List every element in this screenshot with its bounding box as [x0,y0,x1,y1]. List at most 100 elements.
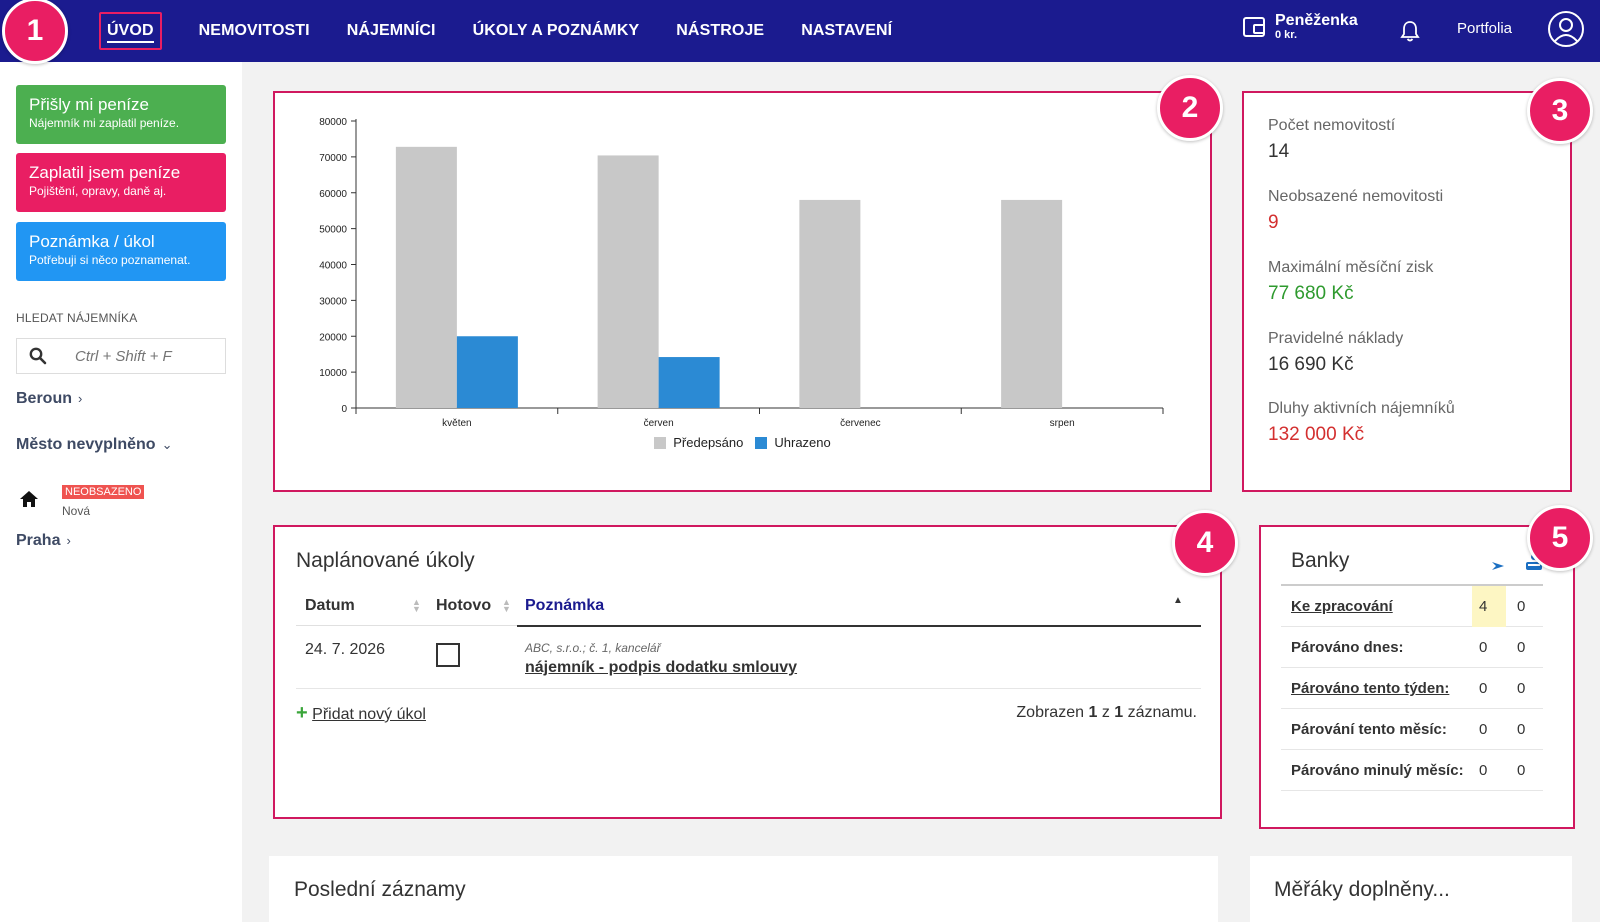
user-account-icon[interactable] [1547,10,1585,48]
callout-badge-5: 5 [1527,505,1593,571]
card-title: Měřáky doplněny... [1274,878,1450,901]
top-navbar: ÚVOD NEMOVITOSTI NÁJEMNÍCI ÚKOLY A POZNÁ… [0,0,1600,62]
stat-label: Dluhy aktivních nájemníků [1268,400,1455,417]
y-tick-label: 0 [341,404,347,415]
nav-item-nastroje[interactable]: NÁSTROJE [676,22,765,39]
table-row: 24. 7. 2026 ABC, s.r.o.; č. 1, kancelář … [296,627,1201,689]
bank-row-paired-month: Párování tento měsíc: 0 0 [1281,709,1543,750]
callout-badge-1: 1 [2,0,68,64]
column-header-note[interactable]: Poznámka [525,597,605,614]
bank-row-paired-last-month: Párováno minulý měsíc: 0 0 [1281,750,1543,791]
header-divider [517,625,1201,627]
callout-badge-2: 2 [1157,75,1223,141]
bank-row-label-link[interactable]: Ke zpracování [1291,598,1393,615]
search-label: HLEDAT NÁJEMNÍKA [16,311,138,325]
header-divider [296,625,517,626]
bank-value-1: 0 [1479,762,1488,779]
stat-max-monthly-profit: Maximální měsíční zisk 77 680 Kč [1268,259,1433,305]
chevron-right-icon: › [78,391,83,406]
legend-item-predepsano[interactable]: Předepsáno [654,435,743,450]
home-icon [20,491,38,507]
legend-swatch [755,436,768,449]
portfolia-link[interactable]: Portfolia [1457,20,1513,37]
y-tick-label: 30000 [319,296,347,307]
stat-vacant-properties: Neobsazené nemovitosti 9 [1268,188,1443,234]
stat-tenant-debts: Dluhy aktivních nájemníků 132 000 Kč [1268,400,1455,446]
task-date: 24. 7. 2026 [305,641,386,658]
city-unfilled[interactable]: Město nevyplněno ⌄ [16,436,172,454]
sidebar: Přišly mi peníze Nájemník mi zaplatil pe… [0,62,242,922]
task-done-checkbox[interactable] [436,643,460,667]
nav-item-ukoly[interactable]: ÚKOLY A POZNÁMKY [472,22,640,39]
search-icon [29,347,47,365]
button-subtitle: Potřebuji si něco poznamenat. [29,253,191,267]
task-note-link[interactable]: nájemník - podpis dodatku smlouvy [525,659,798,676]
nav-item-uvod[interactable]: ÚVOD [99,12,162,50]
bank-value-1: 4 [1479,598,1488,615]
stat-value: 132 000 Kč [1268,424,1365,445]
highlight-cell [1472,586,1506,627]
city-praha[interactable]: Praha › [16,532,71,550]
tenant-search [16,338,226,374]
card-title: Banky [1291,549,1350,572]
bell-icon[interactable] [1400,20,1420,42]
bar-predepsano [395,146,457,408]
search-input[interactable] [75,347,225,365]
column-header-done[interactable]: Hotovo [436,597,492,614]
sort-icon[interactable]: ▲ ▼ [502,597,511,614]
footer-from: 1 [1088,704,1098,721]
city-beroun[interactable]: Beroun › [16,390,82,408]
bank-row-paired-today: Párováno dnes: 0 0 [1281,627,1543,668]
payments-chart-card: 0 10000 20000 30000 40000 50000 60000 70000 8000… [273,91,1212,492]
card-title: Poslední záznamy [294,878,466,901]
note-task-button[interactable]: Poznámka / úkol Potřebuji si něco poznam… [16,222,226,281]
property-item[interactable]: NEOBSAZENO Nová [19,482,145,518]
main-menu: ÚVOD NEMOVITOSTI NÁJEMNÍCI ÚKOLY A POZNÁ… [99,0,929,62]
bank-value-1: 0 [1479,639,1488,656]
table-footer-info: Zobrazen 1 z 1 záznamu. [1016,704,1197,722]
bank-value-2: 0 [1517,598,1526,615]
y-tick-label: 40000 [319,261,347,272]
wallet-button[interactable]: Peněženka 0 kr. [1243,12,1358,41]
x-tick-label: květen [442,418,471,429]
stat-value: 9 [1268,212,1279,233]
payments-bar-chart: 0 10000 20000 30000 40000 50000 60000 70000 8000… [319,117,1164,429]
x-tick-label: červen [644,418,674,429]
money-received-button[interactable]: Přišly mi peníze Nájemník mi zaplatil pe… [16,85,226,144]
stat-value: 14 [1268,141,1290,162]
legend-label: Předepsáno [673,435,744,450]
y-tick-label: 60000 [319,189,347,200]
column-header-date[interactable]: Datum [305,597,355,614]
sort-icon[interactable]: ▲ ▼ [412,597,421,614]
y-tick-label: 50000 [319,225,347,236]
plus-icon: + [296,702,308,724]
add-task-link[interactable]: + Přidat nový úkol [296,702,426,725]
header-divider [1281,584,1543,586]
stat-property-count: Počet nemovitostí 14 [1268,117,1395,163]
task-meta: ABC, s.r.o.; č. 1, kancelář [525,641,661,655]
y-tick-label: 20000 [319,332,347,343]
wallet-icon [1243,16,1265,37]
button-subtitle: Nájemník mi zaplatil peníze. [29,116,180,130]
bank-value-2: 0 [1517,762,1526,779]
legend-item-uhrazeno[interactable]: Uhrazeno [755,435,831,450]
bank-fio-icon [1492,562,1504,570]
bank-row-label-link[interactable]: Párováno tento týden: [1291,680,1450,697]
property-name: Nová [62,504,91,518]
nav-item-nastaveni[interactable]: NASTAVENÍ [801,22,893,39]
legend-label: Uhrazeno [774,435,831,450]
sort-ascending-icon[interactable]: ▲ [1173,595,1183,606]
bar-predepsano [799,199,861,408]
banks-card: Banky Ke zpracování 4 0 Párováno dnes: 0… [1259,525,1575,829]
nav-item-nemovitosti[interactable]: NEMOVITOSTI [198,22,310,39]
add-task-label: Přidat nový úkol [312,706,426,723]
y-tick-label: 70000 [319,153,347,164]
bank-row-label: Párováno minulý měsíc: [1291,762,1464,779]
money-paid-button[interactable]: Zaplatil jsem peníze Pojištění, opravy, … [16,153,226,212]
meters-card: Měřáky doplněny... [1250,856,1572,922]
nav-item-najemnici[interactable]: NÁJEMNÍCI [346,22,436,39]
bank-row-label: Párování tento měsíc: [1291,721,1447,738]
x-tick-label: srpen [1050,418,1075,429]
search-button[interactable] [17,339,59,373]
stat-regular-costs: Pravidelné náklady 16 690 Kč [1268,330,1403,376]
